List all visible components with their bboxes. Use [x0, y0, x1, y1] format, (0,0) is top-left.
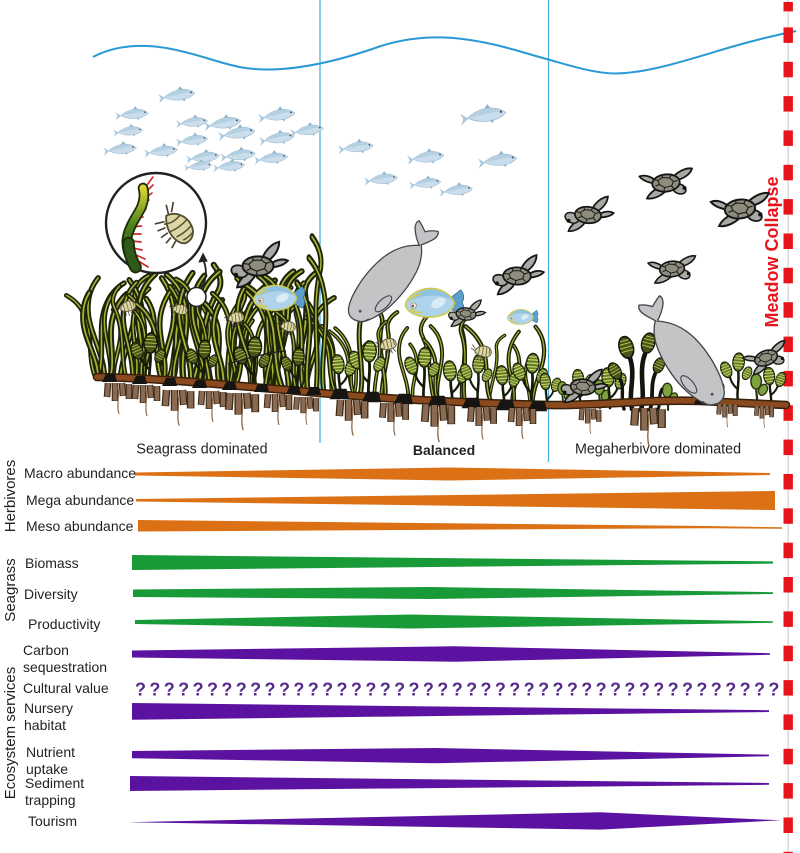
svg-text:Meadow Collapse: Meadow Collapse — [762, 176, 782, 327]
svg-text:sequestration: sequestration — [23, 659, 107, 675]
svg-text:Nursery: Nursery — [24, 700, 73, 716]
svg-text:Carbon: Carbon — [23, 642, 69, 658]
svg-text:Biomass: Biomass — [25, 555, 79, 571]
svg-text:trapping: trapping — [25, 792, 76, 808]
svg-text:uptake: uptake — [26, 761, 68, 777]
svg-text:Balanced: Balanced — [413, 442, 475, 458]
svg-text:??????????????????????????????: ????????????????????????????????????????… — [135, 680, 783, 700]
svg-text:Megaherbivore dominated: Megaherbivore dominated — [575, 442, 741, 458]
svg-text:Macro abundance: Macro abundance — [24, 465, 136, 481]
svg-text:Diversity: Diversity — [24, 586, 78, 602]
svg-text:Ecosystem services: Ecosystem services — [2, 667, 19, 800]
svg-text:habitat: habitat — [24, 717, 66, 733]
svg-text:Tourism: Tourism — [28, 813, 77, 829]
svg-text:Nutrient: Nutrient — [26, 744, 75, 760]
svg-text:Mega abundance: Mega abundance — [26, 492, 134, 508]
svg-text:Herbivores: Herbivores — [2, 460, 19, 533]
svg-text:Seagrass dominated: Seagrass dominated — [136, 442, 267, 458]
svg-text:Sediment: Sediment — [25, 775, 84, 791]
svg-text:Productivity: Productivity — [28, 616, 100, 632]
svg-text:Cultural value: Cultural value — [23, 680, 109, 696]
svg-text:Seagrass: Seagrass — [2, 558, 19, 621]
svg-text:Meso abundance: Meso abundance — [26, 518, 134, 534]
